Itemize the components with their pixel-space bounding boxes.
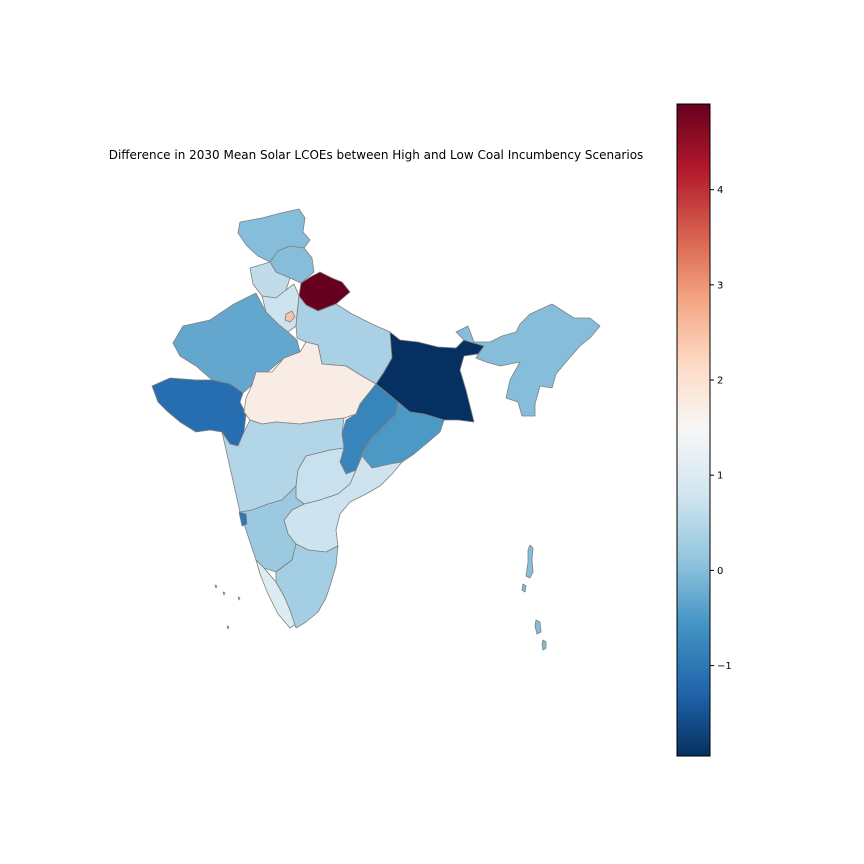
region-goa[interactable] [238, 511, 248, 527]
colorbar-tick-label: 1 [717, 471, 723, 482]
region-northeast[interactable] [455, 303, 601, 417]
map-title: Difference in 2030 Mean Solar LCOEs betw… [108, 148, 644, 162]
region-delhi[interactable] [284, 310, 296, 323]
colorbar-tick-label: 3 [717, 280, 723, 291]
colorbar-gradient [676, 103, 711, 757]
states-layer [151, 208, 601, 651]
region-tamil-nadu[interactable] [275, 543, 339, 629]
colorbar-tick-label: −1 [717, 661, 732, 672]
colorbar: −1 0 1 2 3 4 [676, 103, 732, 757]
colorbar-tick-label: 4 [717, 185, 723, 196]
region-karnataka[interactable] [239, 485, 305, 573]
region-gujarat[interactable] [151, 377, 247, 447]
colorbar-tick-label: 2 [717, 376, 723, 387]
region-rajasthan[interactable] [172, 292, 301, 394]
region-andaman-nicobar[interactable] [521, 544, 547, 651]
colorbar-ticks: −1 0 1 2 3 4 [710, 185, 732, 672]
colorbar-tick-label: 0 [717, 566, 723, 577]
region-lakshadweep[interactable] [214, 584, 241, 630]
